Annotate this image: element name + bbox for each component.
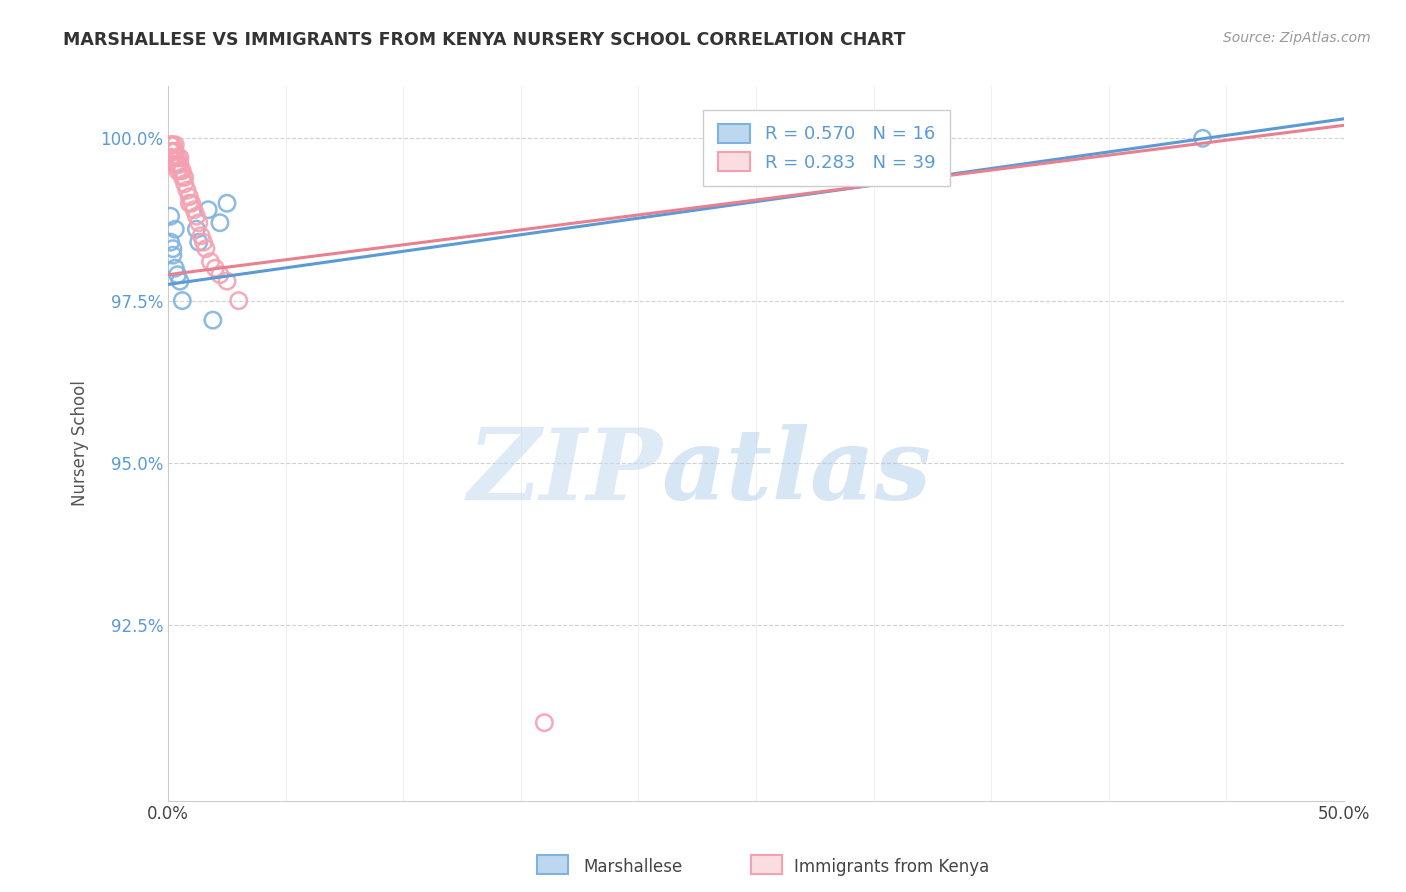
Text: Source: ZipAtlas.com: Source: ZipAtlas.com [1223,31,1371,45]
Point [162,145,184,159]
Point [162,151,184,165]
Point [159,235,181,250]
Point [166,268,188,282]
Point [186,209,208,223]
Point [159,151,181,165]
Text: Immigrants from Kenya: Immigrants from Kenya [794,858,990,876]
Point [169,163,191,178]
Point [180,196,202,211]
Point [208,268,231,282]
Point [190,228,212,243]
Point [169,274,191,288]
Point [187,216,209,230]
Text: atlas: atlas [662,424,932,520]
Point [186,222,208,236]
Point [159,209,181,223]
Point [162,242,184,256]
Point [215,196,238,211]
Point [165,145,187,159]
Point [165,157,187,171]
Point [162,145,184,159]
Point [183,202,205,217]
Point [197,202,219,217]
Point [166,157,188,171]
Point [169,151,191,165]
Point [172,293,194,308]
Point [162,248,184,262]
Point [172,163,194,178]
Y-axis label: Nursery School: Nursery School [72,381,89,507]
Point [228,293,250,308]
Point [165,261,187,276]
Point [179,196,201,211]
Bar [537,855,568,874]
Point [193,235,215,250]
Point [179,190,201,204]
Point [200,254,222,268]
Legend: R = 0.570   N = 16, R = 0.283   N = 39: R = 0.570 N = 16, R = 0.283 N = 39 [703,110,949,186]
Text: Marshallese: Marshallese [583,858,683,876]
Point [215,274,238,288]
Point [201,313,224,327]
Point [159,137,181,152]
Text: MARSHALLESE VS IMMIGRANTS FROM KENYA NURSERY SCHOOL CORRELATION CHART: MARSHALLESE VS IMMIGRANTS FROM KENYA NUR… [63,31,905,49]
Point [165,137,187,152]
Text: ZIP: ZIP [467,424,662,520]
Point [165,222,187,236]
Point [166,151,188,165]
Point [204,261,226,276]
Point [187,235,209,250]
Point [159,137,181,152]
Point [176,183,198,197]
Point [1191,131,1213,145]
Point [208,216,231,230]
Point [194,242,217,256]
Point [159,145,181,159]
Bar [751,855,782,874]
Point [173,177,195,191]
Point [533,715,555,730]
Point [166,163,188,178]
Point [159,151,181,165]
Point [169,157,191,171]
Point [165,151,187,165]
Point [172,170,194,185]
Point [162,137,184,152]
Point [173,170,195,185]
